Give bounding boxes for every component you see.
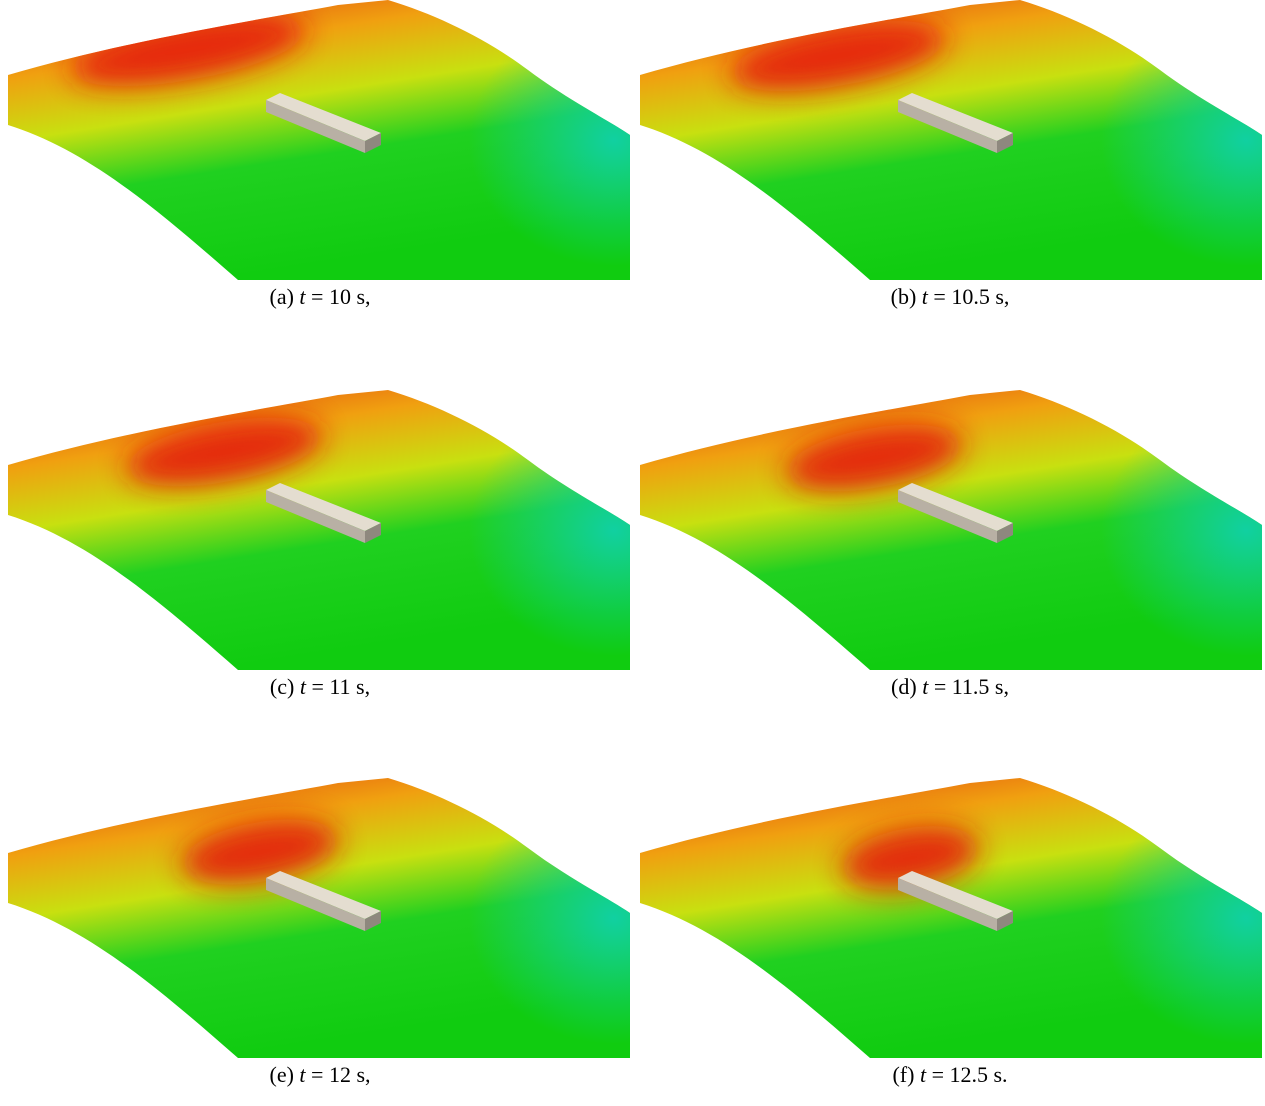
caption: (b) t = 10.5 s,	[891, 284, 1010, 310]
caption: (d) t = 11.5 s,	[891, 674, 1009, 700]
caption-label: (c)	[269, 674, 295, 699]
caption-label: (a)	[269, 284, 294, 309]
surface-render	[640, 0, 1262, 280]
caption-label: (b)	[890, 284, 917, 309]
caption-var: t	[299, 674, 306, 699]
caption: (c) t = 11 s,	[270, 674, 370, 700]
caption-rest: = 10.5 s,	[933, 284, 1010, 309]
caption: (a) t = 10 s,	[269, 284, 370, 310]
surface-render	[8, 390, 630, 670]
caption-rest: = 11 s,	[311, 674, 371, 699]
caption-label: (f)	[892, 1062, 915, 1087]
caption-var: t	[299, 1062, 306, 1087]
caption-var: t	[921, 284, 928, 309]
caption-rest: = 10 s,	[311, 284, 371, 309]
caption-var: t	[922, 674, 929, 699]
caption-var: t	[299, 284, 306, 309]
caption: (f) t = 12.5 s.	[892, 1062, 1007, 1088]
caption-var: t	[919, 1062, 927, 1087]
caption: (e) t = 12 s,	[269, 1062, 370, 1088]
surface-render	[640, 778, 1262, 1058]
caption-label: (e)	[269, 1062, 294, 1087]
caption-rest: = 11.5 s,	[933, 674, 1009, 699]
surface-render	[8, 778, 630, 1058]
surface-render	[8, 0, 630, 280]
caption-rest: = 12 s,	[311, 1062, 371, 1087]
caption-label: (d)	[891, 674, 917, 699]
caption-rest: = 12.5 s.	[931, 1062, 1008, 1087]
surface-render	[640, 390, 1262, 670]
